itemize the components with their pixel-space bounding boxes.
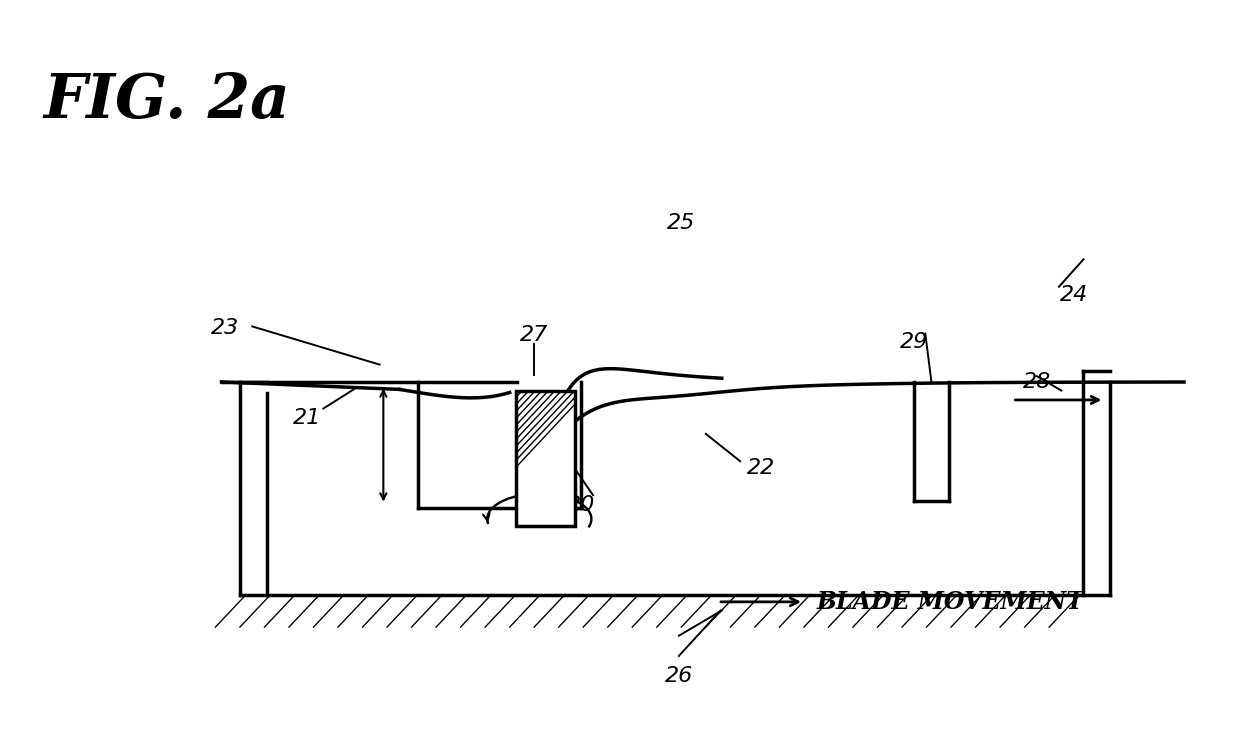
Bar bbox=[516, 390, 574, 526]
Text: 20: 20 bbox=[567, 495, 595, 514]
Text: BLADE MOVEMENT: BLADE MOVEMENT bbox=[816, 590, 1084, 614]
Text: 24: 24 bbox=[1059, 285, 1087, 305]
Text: 28: 28 bbox=[1023, 372, 1052, 392]
Text: 27: 27 bbox=[520, 325, 548, 345]
Text: 25: 25 bbox=[667, 213, 696, 233]
Text: 23: 23 bbox=[211, 318, 239, 338]
Text: 22: 22 bbox=[746, 459, 775, 478]
Text: 29: 29 bbox=[900, 332, 929, 352]
Text: FIG. 2a: FIG. 2a bbox=[43, 71, 290, 131]
Text: 21: 21 bbox=[293, 408, 321, 428]
Text: 26: 26 bbox=[665, 666, 693, 686]
